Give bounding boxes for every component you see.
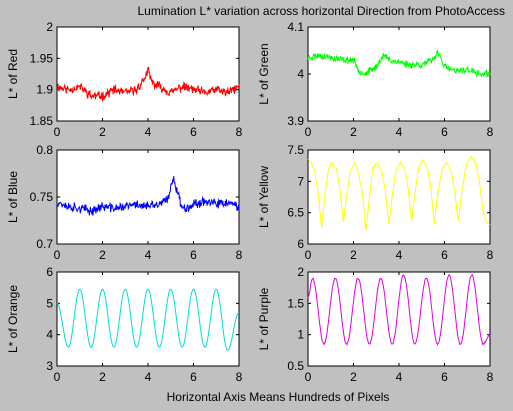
subplot-2: 0 2 4 6 8 0.7 0.75 0.8 L* of Blue	[6, 143, 243, 262]
y-tick-label: 5	[46, 296, 53, 310]
y-tick-label: 1.85	[30, 114, 54, 128]
series-line	[307, 155, 491, 231]
y-axis-label: L* of Orange	[6, 285, 20, 353]
x-tick-label: 2	[350, 125, 357, 139]
x-tick-label: 2	[350, 248, 357, 262]
x-tick-label: 0	[54, 370, 61, 384]
x-tick-label: 0	[54, 125, 61, 139]
subplot-1: 0 2 4 6 8 3.9 4 4.1 L* of Green	[257, 20, 494, 139]
x-tick-label: 8	[236, 125, 243, 139]
x-tick-label: 0	[54, 248, 61, 262]
series-line	[56, 288, 240, 351]
x-tick-label: 4	[396, 370, 403, 384]
y-tick-label: 6	[297, 237, 304, 251]
x-tick-label: 4	[145, 248, 152, 262]
x-tick-label: 2	[99, 125, 106, 139]
x-tick-label: 4	[396, 248, 403, 262]
y-axis-label: L* of Red	[6, 49, 20, 99]
x-tick-label: 8	[487, 125, 494, 139]
x-tick-label: 8	[487, 248, 494, 262]
y-tick-label: 1.9	[36, 83, 53, 97]
x-tick-label: 8	[236, 370, 243, 384]
x-tick-label: 8	[236, 248, 243, 262]
y-tick-label: 1.5	[287, 296, 304, 310]
x-tick-label: 6	[441, 125, 448, 139]
x-tick-label: 0	[305, 370, 312, 384]
y-tick-label: 7	[297, 174, 304, 188]
plot-area	[56, 26, 240, 122]
y-tick-label: 0.8	[36, 143, 53, 157]
x-tick-label: 2	[99, 370, 106, 384]
x-tick-label: 0	[305, 125, 312, 139]
y-tick-label: 3.9	[287, 114, 304, 128]
x-tick-label: 6	[190, 125, 197, 139]
x-tick-label: 6	[190, 248, 197, 262]
plot-area	[307, 26, 491, 122]
y-tick-label: 1	[297, 328, 304, 342]
subplot-4: 0 2 4 6 8 3 4 5 6 L* of Orange	[6, 265, 243, 384]
figure-xlabel: Horizontal Axis Means Hundreds of Pixels	[167, 390, 390, 404]
y-tick-label: 4.1	[287, 20, 304, 34]
series-line	[56, 66, 240, 102]
x-tick-label: 2	[99, 248, 106, 262]
x-tick-label: 4	[145, 125, 152, 139]
x-tick-label: 4	[396, 125, 403, 139]
y-tick-label: 7.5	[287, 143, 304, 157]
y-tick-label: 2	[297, 265, 304, 279]
plot-area	[56, 149, 240, 245]
y-axis-label: L* of Purple	[257, 287, 271, 350]
x-tick-label: 6	[441, 248, 448, 262]
x-tick-label: 0	[305, 248, 312, 262]
x-tick-label: 6	[190, 370, 197, 384]
y-tick-label: 1.95	[30, 51, 54, 65]
series-line	[307, 49, 491, 78]
y-tick-label: 3	[46, 359, 53, 373]
x-tick-label: 8	[487, 370, 494, 384]
y-tick-label: 2	[46, 20, 53, 34]
y-axis-label: L* of Yellow	[257, 166, 271, 228]
plot-area	[307, 149, 491, 245]
y-tick-label: 0.75	[30, 190, 54, 204]
y-axis-label: L* of Green	[257, 43, 271, 104]
subplot-3: 0 2 4 6 8 6 6.5 7 7.5 L* of Yellow	[257, 143, 494, 262]
y-tick-label: 6.5	[287, 206, 304, 220]
plot-area	[307, 271, 491, 367]
y-tick-label: 0.5	[287, 359, 304, 373]
y-tick-label: 4	[297, 67, 304, 81]
subplot-0: 0 2 4 6 8 1.85 1.9 1.95 2 L* of Red	[6, 20, 243, 139]
series-line	[56, 175, 240, 216]
y-tick-label: 6	[46, 265, 53, 279]
y-axis-label: L* of Blue	[6, 171, 20, 223]
plot-area	[56, 271, 240, 367]
x-tick-label: 2	[350, 370, 357, 384]
y-tick-label: 4	[46, 328, 53, 342]
subplot-5: 0 2 4 6 8 0.5 1 1.5 2 L* of Purple	[257, 265, 494, 384]
x-tick-label: 6	[441, 370, 448, 384]
x-tick-label: 4	[145, 370, 152, 384]
figure-title: Lumination L* variation across horizonta…	[137, 4, 505, 18]
y-tick-label: 0.7	[36, 237, 53, 251]
series-line	[307, 273, 491, 346]
